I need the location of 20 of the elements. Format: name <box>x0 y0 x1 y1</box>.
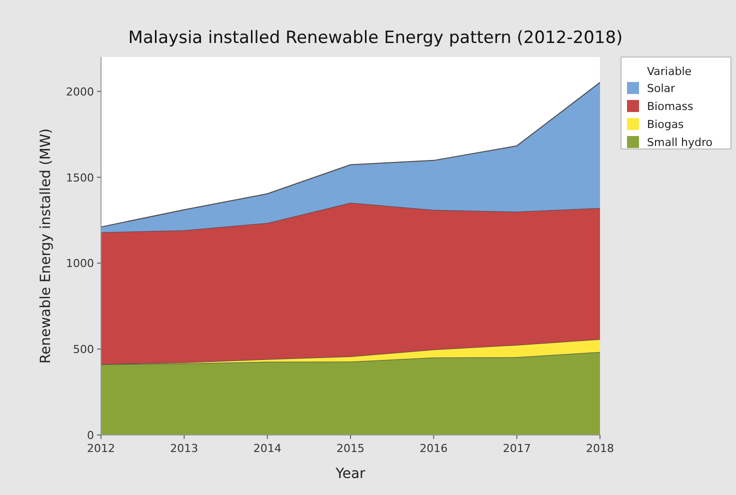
x-tick-label: 2016 <box>420 442 448 455</box>
y-tick-label: 2000 <box>66 85 94 98</box>
legend-label: Solar <box>647 82 676 95</box>
y-tick-label: 0 <box>87 429 94 442</box>
x-axis-title: Year <box>334 466 366 482</box>
x-tick-label: 2013 <box>170 442 198 455</box>
x-tick-label: 2012 <box>87 442 115 455</box>
y-tick-label: 500 <box>73 343 94 356</box>
y-tick-label: 1500 <box>66 171 94 184</box>
x-tick-label: 2017 <box>502 442 531 455</box>
x-tick-label: 2018 <box>586 442 614 455</box>
x-tick-label: 2014 <box>253 442 282 455</box>
y-tick-label: 1000 <box>66 257 94 270</box>
legend-label: Biomass <box>647 100 694 113</box>
x-tick-label: 2015 <box>336 442 364 455</box>
legend-title: Variable <box>647 65 692 78</box>
legend-label: Biogas <box>647 118 684 131</box>
legend-label: Small hydro <box>647 136 713 149</box>
y-axis-title: Renewable Energy installed (MW) <box>38 128 54 364</box>
chart-title: Malaysia installed Renewable Energy pattern (2012-2018) <box>128 28 623 48</box>
